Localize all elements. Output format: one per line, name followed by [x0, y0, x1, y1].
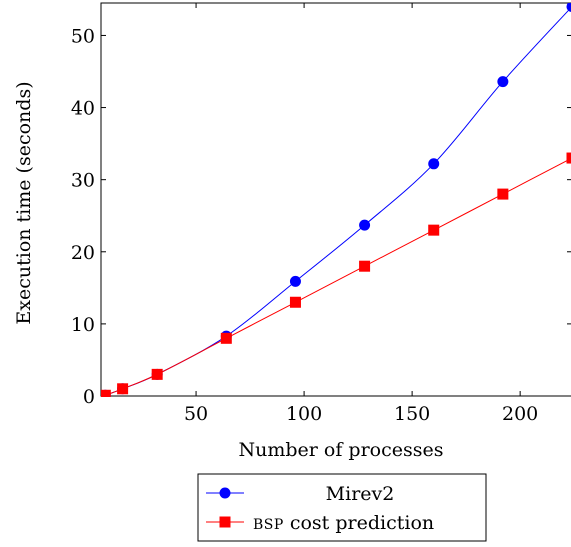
data-point-bsp: [359, 260, 371, 272]
legend-label-mirev2: Mirev2: [326, 483, 395, 505]
data-point-bsp: [101, 389, 111, 397]
legend-label-bsp-prefix: BSP: [253, 517, 284, 533]
y-tick-label: 40: [71, 98, 95, 120]
x-tick-label: 200: [502, 403, 538, 425]
data-point-bsp: [428, 224, 440, 236]
legend-marker-mirev2: [219, 487, 231, 499]
legend-entry-mirev2: Mirev2: [206, 483, 394, 505]
data-point-bsp: [220, 332, 232, 344]
legend-entry-bsp: BSP cost prediction: [206, 512, 434, 534]
series-markers: [101, 3, 571, 397]
legend-label-bsp-suffix: cost prediction: [284, 512, 434, 534]
x-axis-label: Number of processes: [239, 439, 444, 461]
y-tick-label: 0: [83, 386, 95, 408]
legend-box: [197, 473, 487, 542]
data-point-mirev2: [497, 76, 509, 88]
data-point-mirev2: [428, 158, 440, 170]
data-point-bsp: [151, 368, 163, 380]
legend-label-bsp: BSP cost prediction: [253, 512, 434, 534]
legend-marker-bsp: [219, 516, 231, 528]
axis-ticks: [101, 3, 571, 397]
data-point-bsp: [289, 296, 301, 308]
series-line-mirev2: [105, 6, 571, 396]
data-point-bsp: [566, 152, 571, 164]
y-tick-label: 20: [71, 242, 95, 264]
data-point-mirev2: [359, 219, 371, 231]
y-axis-label: Execution time (seconds): [13, 81, 35, 324]
x-tick-label: 50: [184, 403, 208, 425]
plot-frame: [100, 2, 571, 397]
data-point-bsp: [497, 188, 509, 200]
y-tick-label: 50: [71, 25, 95, 47]
x-tick-label: 150: [394, 403, 430, 425]
data-point-mirev2: [289, 275, 301, 287]
y-tick-label: 10: [71, 314, 95, 336]
y-tick-label: 30: [71, 170, 95, 192]
legend: Mirev2 BSP cost prediction: [197, 473, 487, 542]
series-lines: [105, 6, 571, 396]
x-tick-label: 100: [286, 403, 322, 425]
data-point-mirev2: [566, 3, 571, 13]
data-point-bsp: [117, 383, 129, 395]
axis-tick-labels: 50 100 150 200 0 10 20 30 40 50: [71, 25, 538, 425]
